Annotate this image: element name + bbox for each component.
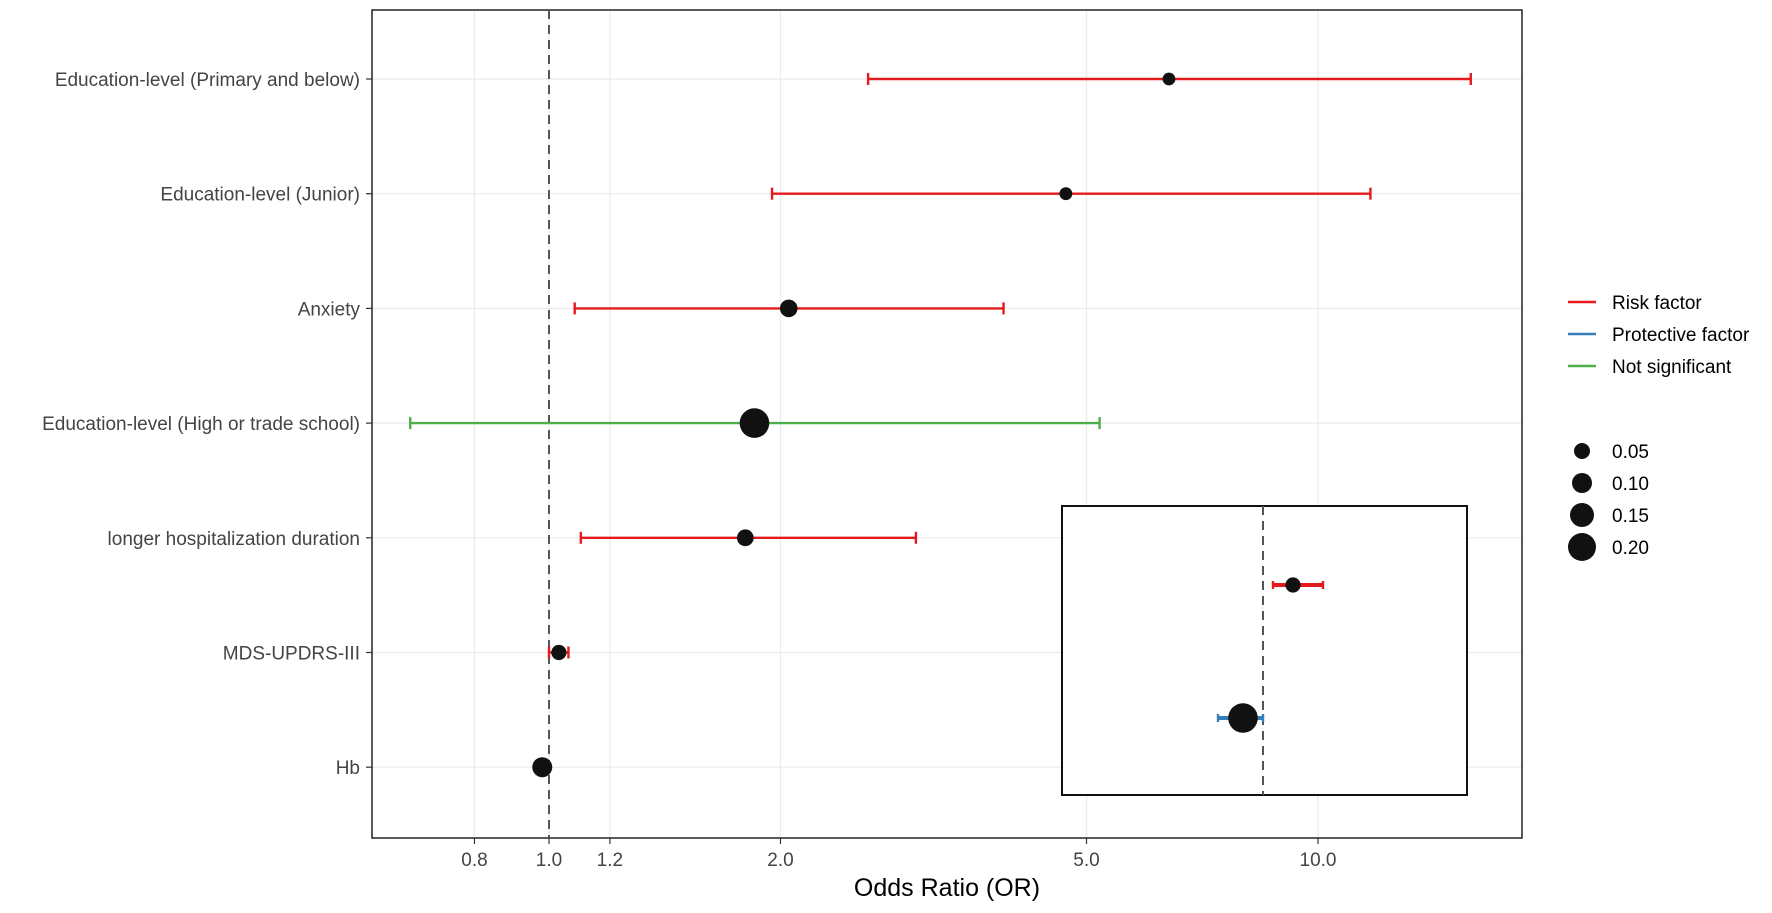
inset-frame — [1061, 505, 1468, 796]
forest-row — [409, 408, 1101, 438]
forest-row — [547, 644, 570, 661]
forest-row — [579, 529, 918, 547]
x-tick-label: 1.0 — [536, 850, 562, 871]
or-point — [1162, 72, 1176, 86]
legend-size-label: 0.10 — [1612, 474, 1649, 495]
x-tick-label: 0.8 — [461, 850, 487, 871]
legend-size-entry: 0.20 — [1568, 533, 1649, 561]
x-tick-label: 5.0 — [1073, 850, 1099, 871]
legend-size-key — [1572, 473, 1592, 493]
or-point — [779, 299, 798, 318]
y-tick-label: Education-level (Junior) — [160, 185, 360, 206]
legend-size-key — [1570, 503, 1594, 527]
or-point — [532, 757, 553, 778]
y-tick-labels: Education-level (Primary and below) Educa… — [42, 70, 372, 779]
legend-color-entry: Risk factor — [1568, 293, 1702, 314]
x-tick-label: 1.2 — [597, 850, 623, 871]
legend-size-entry: 0.05 — [1574, 442, 1649, 463]
inset-row — [1216, 703, 1265, 733]
legend-color-label: Risk factor — [1612, 293, 1702, 314]
y-tick-label: Education-level (Primary and below) — [55, 70, 360, 91]
x-axis-title: Odds Ratio (OR) — [854, 874, 1040, 902]
forest-row — [770, 187, 1372, 201]
legend-size-key — [1568, 533, 1596, 561]
y-tick-label: MDS-UPDRS-III — [223, 644, 360, 665]
forest-row — [866, 72, 1472, 86]
inset-or-point — [1228, 703, 1258, 733]
or-point — [551, 644, 567, 661]
panel-border — [371, 9, 1523, 839]
forest-row — [573, 299, 1005, 318]
legend-size-entry: 0.15 — [1570, 503, 1649, 527]
y-tick-label: Hb — [336, 758, 360, 779]
y-tick-label: Education-level (High or trade school) — [42, 414, 360, 435]
rows-layer — [409, 72, 1472, 778]
inset-row — [1271, 577, 1325, 593]
legend-color-label: Not significant — [1612, 357, 1732, 378]
legend-size-entry: 0.10 — [1572, 473, 1649, 495]
x-tick-label: 10.0 — [1300, 850, 1337, 871]
or-point — [1059, 187, 1073, 201]
y-tick-label: Anxiety — [298, 299, 361, 320]
legend-size-label: 0.15 — [1612, 506, 1649, 527]
inset-plot — [1061, 505, 1468, 796]
legend-color-entry: Not significant — [1568, 357, 1732, 378]
x-axis: 0.8 1.0 1.2 2.0 5.0 10.0 — [461, 838, 1336, 871]
legend-size-label: 0.20 — [1612, 538, 1649, 559]
legend-size-key — [1574, 443, 1590, 459]
legend-color-entry: Protective factor — [1568, 325, 1750, 346]
or-point — [739, 408, 770, 438]
legend-color-label: Protective factor — [1612, 325, 1750, 346]
legend-size-label: 0.05 — [1612, 442, 1649, 463]
x-tick-label: 2.0 — [767, 850, 793, 871]
legend: Risk factor Protective factor Not signific… — [1568, 293, 1750, 561]
or-point — [736, 529, 754, 547]
forest-row — [532, 757, 553, 778]
inset-or-point — [1285, 577, 1301, 593]
y-tick-label: longer hospitalization duration — [108, 529, 360, 550]
